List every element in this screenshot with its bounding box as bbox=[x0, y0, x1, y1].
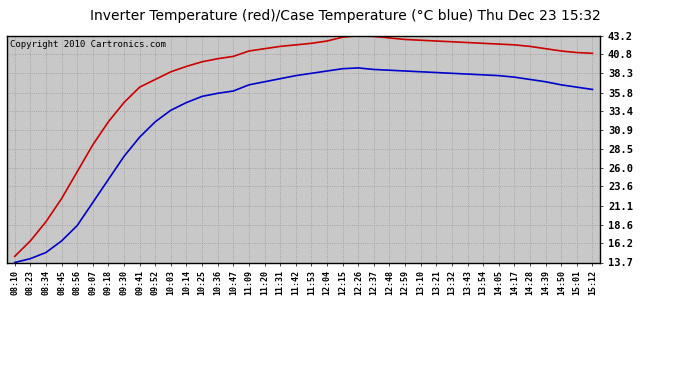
Text: Copyright 2010 Cartronics.com: Copyright 2010 Cartronics.com bbox=[10, 40, 166, 49]
Text: Inverter Temperature (red)/Case Temperature (°C blue) Thu Dec 23 15:32: Inverter Temperature (red)/Case Temperat… bbox=[90, 9, 600, 23]
